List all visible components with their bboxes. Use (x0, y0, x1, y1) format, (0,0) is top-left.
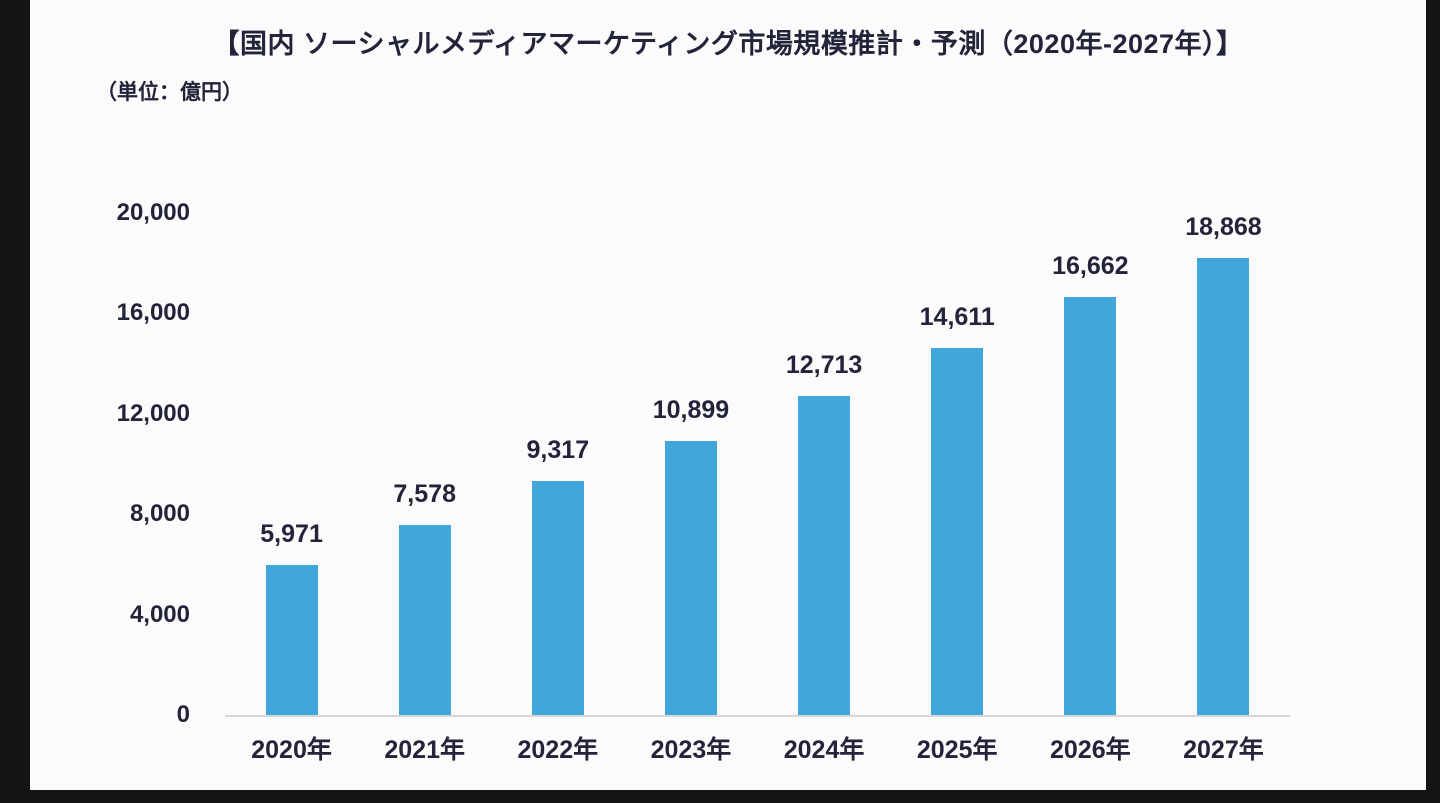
bar (265, 565, 318, 715)
bar-value-label: 9,317 (526, 436, 590, 465)
bar-slot: 7,578 (358, 213, 491, 715)
bar-value-label: 5,971 (260, 520, 323, 549)
x-tick-label: 2022年 (517, 736, 599, 764)
y-tick-label: 16,000 (116, 299, 190, 327)
y-tick-label: 20,000 (116, 199, 190, 226)
chart-title: 【国内 ソーシャルメディアマーケティング市場規模推計・予測（2020年-2027… (212, 29, 1244, 59)
bar (1197, 258, 1250, 715)
chart-panel: 【国内 ソーシャルメディアマーケティング市場規模推計・予測（2020年-2027… (30, 0, 1426, 790)
bar-slot: 10,899 (624, 213, 757, 715)
y-tick-label: 4,000 (129, 600, 190, 628)
x-axis-labels: 2020年 2021年 2022年 2023年 2024年 2025年 2026年 2027年 (225, 730, 1290, 766)
bar (398, 524, 451, 715)
bar-slot: 14,611 (891, 213, 1024, 715)
bar-value-label: 12,713 (785, 350, 863, 379)
x-tick-label: 2021年 (384, 736, 465, 764)
y-tick-label: 12,000 (116, 399, 190, 427)
bar-value-label: 14,611 (919, 303, 995, 332)
bar-slot: 16,662 (1024, 213, 1157, 715)
bar-value-label: 7,578 (393, 479, 456, 508)
bar-slot: 9,317 (491, 213, 624, 715)
bar-slot: 5,971 (225, 213, 358, 715)
bar (664, 441, 717, 715)
y-tick-label: 8,000 (129, 500, 190, 528)
x-tick-label: 2020年 (251, 736, 332, 764)
bar (798, 395, 851, 715)
bar-value-label: 16,662 (1052, 251, 1129, 280)
plot-area: 5,971 7,578 9,317 10,899 12,713 14,611 16,662 1… (225, 213, 1290, 717)
unit-label: （単位：億円） (96, 81, 243, 104)
bar-value-label: 18,868 (1185, 213, 1262, 241)
x-tick-label: 2027年 (1183, 736, 1264, 764)
x-tick-label: 2024年 (783, 736, 865, 764)
y-tick-label: 0 (176, 701, 190, 728)
y-axis: 0 4,000 8,000 12,000 16,000 20,000 (30, 199, 190, 728)
bar-value-label: 10,899 (652, 396, 730, 425)
x-tick-label: 2026年 (1050, 736, 1131, 764)
bar-slot: 12,713 (758, 213, 891, 715)
x-tick-label: 2023年 (650, 736, 732, 764)
bar (931, 348, 984, 715)
bar (1064, 296, 1117, 715)
bar (531, 481, 584, 715)
bar-slot: 18,868 (1157, 213, 1290, 715)
x-tick-label: 2025年 (916, 736, 998, 764)
